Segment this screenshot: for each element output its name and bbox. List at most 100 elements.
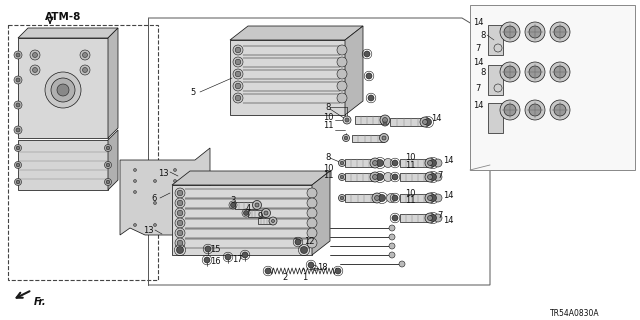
Circle shape bbox=[500, 62, 520, 82]
Circle shape bbox=[264, 211, 268, 215]
Circle shape bbox=[434, 214, 442, 222]
Circle shape bbox=[15, 145, 22, 151]
Circle shape bbox=[372, 193, 382, 203]
Circle shape bbox=[337, 45, 347, 55]
Circle shape bbox=[236, 95, 241, 101]
Circle shape bbox=[529, 66, 541, 78]
Circle shape bbox=[233, 93, 243, 103]
Circle shape bbox=[233, 81, 243, 91]
Circle shape bbox=[173, 190, 177, 194]
Circle shape bbox=[424, 118, 431, 125]
Bar bbox=[235, 202, 257, 209]
Circle shape bbox=[340, 196, 344, 200]
Circle shape bbox=[529, 26, 541, 38]
Text: 13: 13 bbox=[143, 226, 154, 235]
Bar bbox=[8, 25, 158, 280]
Circle shape bbox=[554, 104, 566, 116]
Text: 7: 7 bbox=[476, 44, 481, 52]
Text: 6: 6 bbox=[151, 194, 157, 203]
Bar bbox=[18, 140, 108, 190]
Circle shape bbox=[525, 100, 545, 120]
Text: 14: 14 bbox=[473, 100, 483, 109]
Circle shape bbox=[364, 51, 370, 57]
Circle shape bbox=[173, 212, 177, 215]
Circle shape bbox=[366, 73, 372, 79]
Circle shape bbox=[204, 257, 210, 263]
Circle shape bbox=[15, 162, 22, 169]
Bar bbox=[345, 159, 375, 167]
Circle shape bbox=[307, 198, 317, 208]
Circle shape bbox=[425, 172, 435, 182]
Circle shape bbox=[504, 104, 516, 116]
Circle shape bbox=[420, 117, 430, 127]
Circle shape bbox=[337, 81, 347, 91]
Circle shape bbox=[16, 163, 20, 167]
Circle shape bbox=[104, 145, 111, 151]
Circle shape bbox=[307, 188, 317, 198]
Circle shape bbox=[335, 268, 341, 274]
Circle shape bbox=[374, 196, 380, 201]
Circle shape bbox=[16, 146, 20, 150]
Text: 9: 9 bbox=[257, 212, 262, 220]
Circle shape bbox=[428, 174, 433, 180]
Text: 12: 12 bbox=[304, 236, 314, 245]
Circle shape bbox=[376, 159, 383, 166]
Circle shape bbox=[376, 173, 383, 180]
Circle shape bbox=[381, 118, 389, 126]
Circle shape bbox=[308, 262, 314, 268]
Circle shape bbox=[33, 52, 38, 58]
Circle shape bbox=[382, 136, 386, 140]
Circle shape bbox=[175, 228, 185, 238]
Circle shape bbox=[271, 220, 275, 222]
Text: 11: 11 bbox=[404, 196, 415, 204]
Circle shape bbox=[380, 115, 390, 125]
Circle shape bbox=[173, 169, 177, 172]
Circle shape bbox=[51, 78, 75, 102]
Circle shape bbox=[337, 69, 347, 79]
Circle shape bbox=[345, 118, 349, 122]
Text: 4: 4 bbox=[245, 204, 251, 212]
Circle shape bbox=[383, 172, 392, 181]
Circle shape bbox=[295, 239, 301, 245]
Circle shape bbox=[372, 161, 378, 165]
Text: 14: 14 bbox=[473, 18, 483, 27]
Circle shape bbox=[340, 161, 344, 165]
Text: 8: 8 bbox=[480, 68, 486, 76]
Circle shape bbox=[80, 65, 90, 75]
Circle shape bbox=[387, 194, 396, 203]
Text: 2: 2 bbox=[282, 274, 287, 283]
Bar bbox=[400, 214, 430, 222]
Circle shape bbox=[253, 201, 262, 210]
Circle shape bbox=[389, 243, 395, 249]
Circle shape bbox=[134, 223, 136, 227]
Circle shape bbox=[494, 84, 502, 92]
Circle shape bbox=[104, 179, 111, 186]
Polygon shape bbox=[172, 171, 330, 185]
Circle shape bbox=[33, 68, 38, 73]
Polygon shape bbox=[230, 26, 363, 40]
Circle shape bbox=[550, 22, 570, 42]
Circle shape bbox=[399, 261, 405, 267]
Circle shape bbox=[242, 252, 248, 258]
Circle shape bbox=[45, 72, 81, 108]
Circle shape bbox=[370, 172, 380, 182]
Circle shape bbox=[14, 76, 22, 84]
Bar bbox=[488, 103, 503, 133]
Bar bbox=[400, 194, 430, 202]
Circle shape bbox=[429, 214, 436, 221]
Circle shape bbox=[392, 215, 398, 221]
Circle shape bbox=[500, 100, 520, 120]
Circle shape bbox=[236, 83, 241, 89]
Bar bbox=[258, 218, 273, 224]
Text: 1: 1 bbox=[302, 274, 308, 283]
Polygon shape bbox=[345, 26, 363, 115]
Circle shape bbox=[434, 159, 442, 167]
Circle shape bbox=[434, 194, 442, 202]
Polygon shape bbox=[18, 28, 118, 38]
Circle shape bbox=[425, 158, 435, 168]
Circle shape bbox=[392, 195, 398, 201]
Bar bbox=[172, 185, 312, 255]
Circle shape bbox=[500, 22, 520, 42]
Circle shape bbox=[14, 51, 22, 59]
Circle shape bbox=[134, 169, 136, 172]
